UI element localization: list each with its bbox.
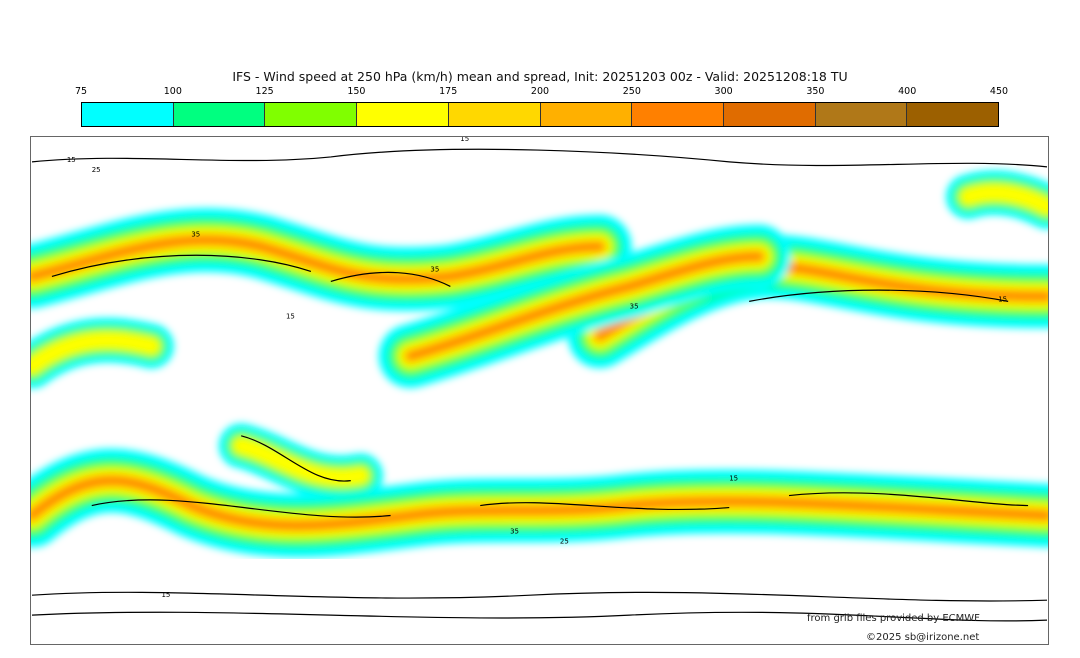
contour-label: 15 (998, 295, 1007, 303)
colorbar (81, 102, 999, 127)
jet-band (31, 477, 1048, 529)
contour-line (31, 148, 1048, 168)
colorbar-tick: 150 (347, 86, 366, 97)
source-credit: from grib files provided by ECMWF (807, 613, 980, 624)
colorbar-swatch (632, 103, 724, 126)
colorbar-labels: 75 100 125 150 175 200 250 300 350 400 450 (75, 86, 1008, 98)
colorbar-swatch (723, 103, 816, 126)
contour-label: 15 (729, 475, 738, 483)
jet-band (407, 253, 763, 360)
colorbar-tick: 75 (74, 86, 88, 97)
colorbar-tick: 175 (439, 86, 458, 97)
colorbar-swatch (357, 103, 449, 126)
copyright: ©2025 sb@irizone.net (866, 632, 980, 643)
contour-label: 35 (510, 527, 519, 535)
contour-line (480, 502, 730, 511)
colorbar-swatch (265, 103, 358, 126)
contour-label: 15 (286, 312, 295, 320)
wind-speed-map[interactable]: 15 25 35 35 15 35 15 15 35 25 15 15 (30, 136, 1049, 645)
contour-label: 15 (67, 156, 76, 164)
contour-label: 35 (430, 265, 439, 273)
colorbar-tick: 400 (898, 86, 917, 97)
contour-line (51, 254, 312, 278)
jet-band (959, 184, 1048, 216)
contour-label: 25 (92, 166, 101, 174)
contour-label: 15 (161, 591, 170, 599)
map-title: IFS - Wind speed at 250 hPa (km/h) mean … (232, 69, 848, 84)
contour-line (749, 289, 1009, 302)
jet-band (232, 437, 370, 486)
colorbar-tick: 250 (622, 86, 641, 97)
colorbar-tick: 350 (806, 86, 825, 97)
colorbar-swatch (448, 103, 541, 126)
contour-label: 35 (191, 231, 200, 239)
colorbar-tick: 200 (530, 86, 550, 97)
colorbar-swatch (815, 103, 908, 126)
contour-label: 15 (460, 136, 469, 143)
colorbar-swatch (540, 103, 633, 126)
colorbar-tick: 300 (714, 86, 733, 97)
contour-label: 25 (560, 537, 569, 545)
contour-label: 35 (630, 302, 639, 310)
contour-line (788, 492, 1029, 507)
colorbar-tick: 125 (255, 86, 274, 97)
jet-band (31, 331, 160, 375)
contour-line (241, 435, 351, 482)
colorbar-swatch (173, 103, 266, 126)
colorbar-tick: 100 (163, 86, 182, 97)
jet-band (31, 237, 603, 283)
colorbar-tick: 450 (989, 86, 1009, 97)
colorbar-swatch (82, 103, 174, 126)
contour-line (91, 499, 391, 518)
contour-line (330, 271, 451, 287)
colorbar-swatch (907, 103, 999, 126)
contour-line (31, 611, 1048, 622)
contour-line (31, 591, 1048, 602)
